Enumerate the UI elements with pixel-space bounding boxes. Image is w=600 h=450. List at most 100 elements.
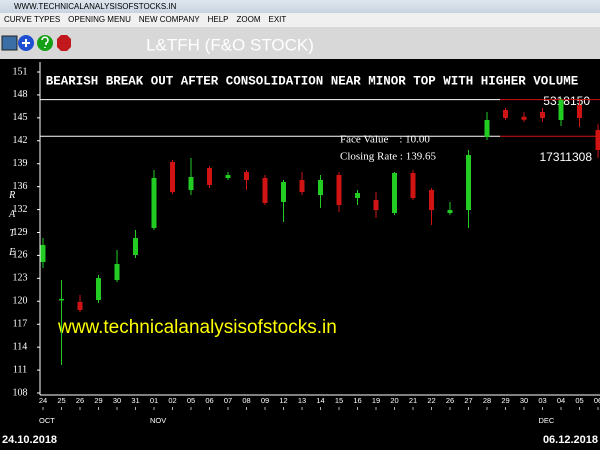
x-tick-label: 06: [594, 396, 600, 405]
candle-body: [207, 168, 212, 186]
toolbar: [0, 27, 600, 59]
month-label: NOV: [150, 416, 166, 425]
menu-item[interactable]: HELP: [207, 15, 229, 24]
stop-icon[interactable]: [57, 35, 71, 51]
volume-label: 17311308: [540, 150, 593, 164]
y-tick-label: 139: [13, 158, 28, 169]
month-label: DEC: [539, 416, 555, 425]
x-tick-label: 06: [205, 396, 213, 405]
candle-body: [336, 175, 342, 206]
y-tick-label: 142: [13, 135, 28, 146]
candle-body: [429, 190, 434, 211]
y-tick-label: 151: [13, 66, 28, 77]
y-tick-label: 132: [13, 204, 28, 215]
y-tick-label: 148: [13, 89, 28, 100]
candle-body: [595, 130, 600, 151]
x-tick-label: 12: [279, 396, 287, 405]
candle-body: [299, 180, 305, 192]
x-tick-label: 07: [224, 396, 232, 405]
menu-item[interactable]: EXIT: [268, 15, 287, 24]
y-tick-label: 145: [13, 112, 28, 123]
x-tick-label: 05: [575, 396, 583, 405]
candle-body: [558, 99, 564, 121]
book-icon[interactable]: [1, 35, 18, 51]
candle-body: [318, 180, 323, 196]
y-tick-label: 123: [13, 273, 28, 284]
x-tick-label: 22: [427, 396, 435, 405]
x-tick-label: 26: [446, 396, 454, 405]
x-tick-label: 08: [242, 396, 250, 405]
x-tick-label: 30: [113, 396, 121, 405]
candle-body: [392, 173, 397, 214]
x-tick-label: 21: [409, 396, 417, 405]
candle-body: [410, 173, 416, 199]
help-glyph: [41, 36, 49, 48]
x-tick-label: 09: [261, 396, 269, 405]
menu-item[interactable]: CURVE TYPES: [4, 15, 61, 24]
y-tick-label: 111: [13, 364, 27, 375]
x-tick-label: 25: [57, 396, 65, 405]
menu-item[interactable]: NEW COMPANY: [138, 15, 200, 24]
x-tick-label: 16: [353, 396, 361, 405]
y-tick-label: 120: [13, 296, 28, 307]
face-value: Face Value : 10.00: [340, 134, 430, 146]
candle-body: [96, 278, 101, 300]
x-tick-label: 14: [316, 396, 324, 405]
candle-body: [40, 244, 46, 262]
y-tick-label: 114: [13, 341, 28, 352]
candle-body: [373, 200, 379, 211]
x-tick-label: 20: [390, 396, 398, 405]
x-tick-label: 05: [187, 396, 195, 405]
candle-body: [170, 162, 175, 192]
headline: BEARISH BREAK OUT AFTER CONSOLIDATION NE…: [46, 74, 579, 88]
end-date: 06.12.2018: [543, 434, 598, 446]
x-tick-label: 31: [131, 396, 139, 405]
candle-body: [244, 172, 249, 181]
candle-body: [151, 178, 157, 229]
candle-body: [281, 182, 286, 202]
help-icon[interactable]: [37, 35, 53, 51]
watermark: www.technicalanalysisofstocks.in: [57, 317, 337, 338]
x-tick-label: 04: [557, 396, 565, 405]
x-tick-label: 03: [538, 396, 546, 405]
x-tick-label: 19: [372, 396, 380, 405]
candle-body: [521, 116, 527, 120]
add-glyph: [22, 39, 30, 47]
toolbar-icons: [1, 35, 71, 51]
x-tick-label: 15: [335, 396, 343, 405]
month-label: OCT: [39, 416, 55, 425]
candle-body: [77, 302, 83, 310]
candle-body: [59, 298, 64, 301]
x-tick-label: 02: [168, 396, 176, 405]
chart-title: L&TFH (F&O STOCK): [146, 35, 314, 54]
x-tick-label: 27: [464, 396, 472, 405]
candle-body: [466, 155, 471, 211]
x-tick-label: 13: [298, 396, 306, 405]
x-tick-label: 28: [483, 396, 491, 405]
y-axis-label: RATE: [7, 190, 18, 266]
candle-body: [484, 120, 490, 138]
y-tick-label: 126: [13, 250, 28, 261]
menu-item[interactable]: OPENING MENU: [68, 15, 131, 24]
candle-body: [540, 112, 545, 118]
candle-body: [447, 210, 453, 214]
closing-rate: Closing Rate : 139.65: [340, 151, 436, 163]
x-tick-label: 24: [39, 396, 47, 405]
candle-body: [225, 175, 231, 179]
candle-body: [503, 109, 508, 118]
x-tick-label: 26: [76, 396, 84, 405]
candle-body: [355, 193, 360, 199]
y-tick-label: 117: [13, 319, 28, 330]
x-tick-label: 29: [501, 396, 509, 405]
x-tick-label: 30: [520, 396, 528, 405]
start-date: 24.10.2018: [2, 434, 57, 446]
candle-body: [133, 238, 138, 255]
menu-item[interactable]: ZOOM: [236, 15, 261, 24]
candle-body: [114, 264, 120, 280]
candle-body: [577, 104, 582, 118]
menu-bar: CURVE TYPES OPENING MENU NEW COMPANY HELP ZO…: [0, 13, 600, 27]
y-tick-label: 136: [13, 181, 28, 192]
candle-body: [262, 178, 268, 204]
